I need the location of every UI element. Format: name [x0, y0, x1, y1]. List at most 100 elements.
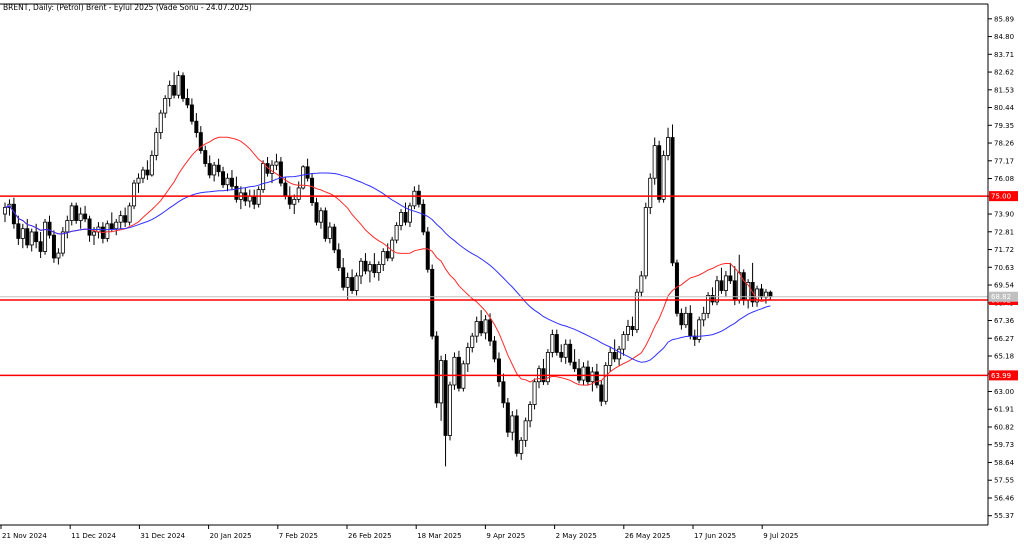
candle-body-bullish — [127, 205, 132, 223]
x-tick-label: 2 May 2025 — [556, 532, 597, 540]
candle-body-bearish — [123, 215, 128, 223]
candle — [657, 140, 662, 203]
y-tick-label: 72.81 — [994, 228, 1014, 236]
candle-body-bearish — [74, 205, 79, 221]
candle-body-bearish — [443, 360, 448, 436]
candle-body-bearish — [16, 223, 21, 239]
candle-body-bearish — [83, 213, 88, 220]
candle-body-bearish — [425, 231, 430, 270]
candle — [229, 170, 234, 190]
y-tick-label: 81.53 — [994, 86, 1014, 94]
candle — [180, 72, 185, 102]
candle — [421, 199, 426, 236]
candle-body-bearish — [630, 325, 635, 331]
x-tick-label: 21 Nov 2024 — [2, 532, 47, 540]
y-tick-label: 63.00 — [994, 388, 1014, 396]
candle — [198, 126, 203, 154]
candle-body-bullish — [510, 415, 515, 433]
candle-body-bullish — [140, 169, 145, 179]
candle-body-bullish — [621, 334, 626, 350]
candle-body-bullish — [105, 223, 110, 239]
y-tick-label: 55.37 — [994, 512, 1014, 520]
candle — [630, 316, 635, 337]
candle — [216, 158, 221, 177]
candle — [394, 222, 399, 244]
candle-body-bearish — [488, 319, 493, 342]
candle — [728, 262, 733, 285]
candle-body-bearish — [514, 415, 519, 454]
candle — [483, 314, 488, 340]
candle — [528, 401, 533, 428]
hline-price-label: 75.00 — [991, 193, 1011, 201]
candle — [679, 308, 684, 330]
candle — [572, 349, 577, 372]
candle — [87, 215, 92, 242]
candle — [474, 316, 479, 343]
candle — [652, 137, 657, 185]
candle-body-bearish — [34, 231, 39, 243]
candle — [550, 329, 555, 358]
candle-body-bullish — [154, 132, 159, 156]
candle-body-bearish — [363, 260, 368, 272]
price-axis[interactable]: 55.37 56.46 57.55 58.64 59.73 60.82 61.91 63.00… — [988, 15, 1015, 520]
candle — [425, 227, 430, 273]
candle-body-bullish — [545, 352, 550, 383]
candle — [492, 336, 497, 363]
candle-body-bullish — [176, 75, 181, 96]
candle-body-bearish — [585, 366, 590, 383]
y-tick-label: 76.08 — [994, 175, 1014, 183]
candle — [661, 150, 666, 203]
y-tick-label: 59.73 — [994, 441, 1014, 449]
candle — [612, 339, 617, 363]
candle-body-bearish — [172, 85, 177, 96]
x-tick-label: 18 Mar 2025 — [417, 532, 461, 540]
candle — [194, 113, 199, 138]
candle — [501, 373, 506, 408]
candle — [109, 212, 114, 232]
candle-body-bullish — [136, 177, 141, 184]
candle-body-bearish — [25, 228, 30, 246]
candle — [443, 354, 448, 467]
candle — [47, 215, 52, 239]
moving-average-line — [4, 136, 771, 386]
candle-body-bearish — [657, 145, 662, 200]
candle — [532, 378, 537, 410]
candle — [590, 367, 595, 392]
candle — [488, 313, 493, 346]
candle-body-bearish — [403, 211, 408, 223]
y-tick-label: 67.36 — [994, 317, 1015, 325]
candle-body-bearish — [430, 268, 435, 337]
candle — [434, 331, 439, 408]
candle-body-bearish — [768, 291, 773, 298]
candle — [683, 306, 688, 328]
y-tick-label: 85.89 — [994, 15, 1014, 23]
candle — [114, 218, 119, 236]
candle — [74, 202, 79, 224]
candle-body-bearish — [599, 384, 604, 402]
candle-body-bullish — [167, 85, 172, 99]
candle-body-bearish — [180, 75, 185, 99]
candle — [123, 207, 128, 228]
candle — [447, 381, 452, 441]
candle-body-bearish — [421, 203, 426, 233]
candle — [568, 339, 573, 366]
candle — [456, 350, 461, 392]
candle — [16, 215, 21, 245]
candle-body-bullish — [367, 264, 372, 272]
time-axis[interactable]: 21 Nov 2024 11 Dec 2024 31 Dec 2024 20 Jan … — [0, 525, 798, 540]
candle-body-bearish — [305, 166, 310, 179]
candle-body-bullish — [407, 205, 412, 223]
candle — [225, 173, 230, 192]
hline-price-label-bg — [989, 191, 1018, 202]
candle-body-bearish — [194, 120, 199, 134]
candle — [65, 215, 70, 239]
candle-body-bullish — [723, 275, 728, 291]
candle-body-bullish — [737, 272, 742, 301]
candle — [412, 186, 417, 210]
candle — [510, 411, 515, 441]
candle — [301, 165, 306, 190]
candle-body-bullish — [301, 166, 306, 189]
